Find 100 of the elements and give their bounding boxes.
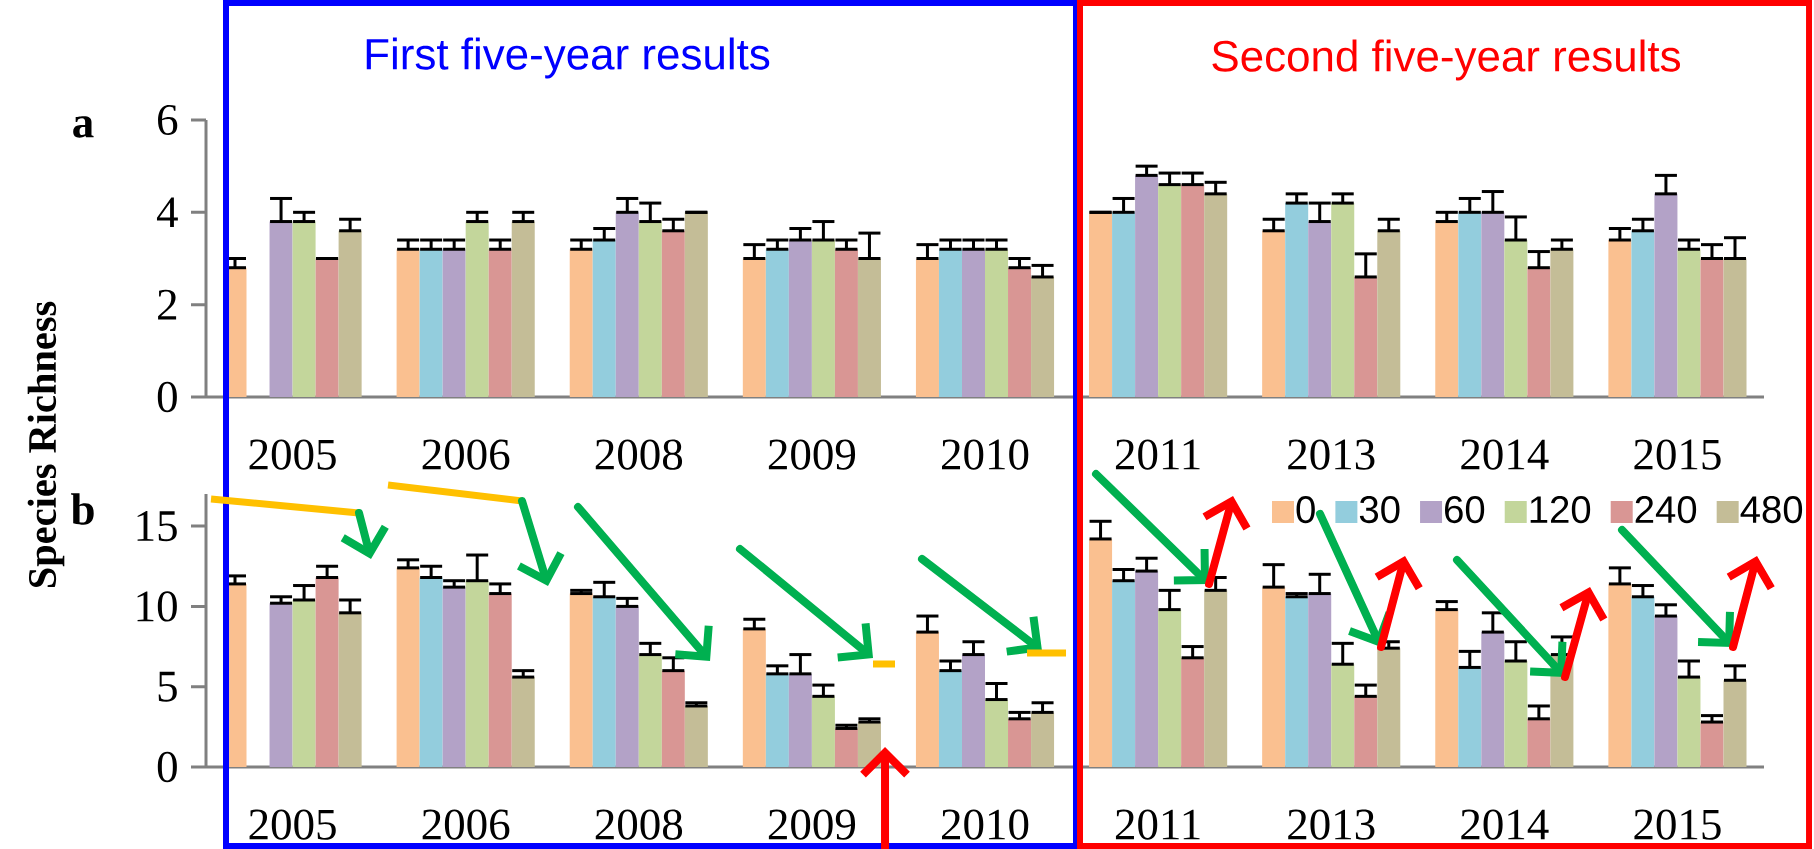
- bar: [1608, 583, 1632, 767]
- x-tick-label: 2013: [1288, 439, 1375, 470]
- bar: [1700, 258, 1724, 397]
- bar: [961, 249, 985, 397]
- x-tick-label: 2015: [1634, 439, 1721, 470]
- x-tick-label: 2005: [249, 809, 336, 840]
- legend-label: 480: [1740, 496, 1803, 524]
- bar: [1527, 718, 1551, 767]
- bar: [811, 240, 835, 397]
- bar: [1700, 722, 1724, 767]
- bar: [1031, 712, 1055, 767]
- bar: [1135, 175, 1159, 397]
- bar: [615, 606, 639, 767]
- bar: [1112, 212, 1136, 397]
- bar: [511, 677, 535, 767]
- legend-label: 120: [1530, 496, 1591, 524]
- bar: [1377, 230, 1401, 397]
- y-tick-label: 5: [158, 671, 177, 702]
- x-tick-label: 2006: [422, 809, 510, 840]
- x-tick-label: 2013: [1288, 809, 1375, 840]
- x-tick-label: 2014: [1461, 809, 1549, 840]
- bar: [938, 249, 962, 397]
- bar: [742, 258, 766, 397]
- bar: [1550, 249, 1574, 397]
- x-tick-label: 2009: [768, 809, 856, 840]
- y-tick-label: 0: [157, 381, 177, 413]
- bar: [1458, 212, 1482, 397]
- bar: [985, 249, 1009, 397]
- y-tick-label: 2: [158, 289, 177, 320]
- bar: [811, 696, 835, 767]
- legend-label: 240: [1635, 496, 1697, 524]
- bar: [442, 249, 466, 397]
- bar: [661, 230, 685, 397]
- chart-title: a: [73, 116, 94, 138]
- bar: [1008, 718, 1032, 767]
- bar: [315, 258, 339, 397]
- y-axis-title: Species Richness: [27, 301, 65, 588]
- bar: [1262, 587, 1286, 767]
- bar: [338, 230, 362, 397]
- text: First five-year results: [366, 37, 770, 79]
- legend-label: 60: [1445, 496, 1485, 524]
- bar: [1135, 571, 1159, 767]
- bar: [1262, 230, 1286, 397]
- bar: [396, 567, 420, 767]
- bar: [465, 221, 489, 397]
- bar: [488, 249, 512, 397]
- y-tick-label: 6: [158, 104, 178, 136]
- bar: [661, 670, 685, 767]
- x-tick-label: 2008: [595, 809, 683, 840]
- bar: [961, 654, 985, 767]
- y-tick-label: 0: [157, 751, 177, 783]
- bar: [1677, 677, 1701, 767]
- bar: [1677, 249, 1701, 397]
- bar: [834, 249, 858, 397]
- bar: [1435, 221, 1459, 397]
- bar: [1654, 616, 1678, 767]
- bar: [396, 249, 420, 397]
- x-tick-label: 2015: [1634, 809, 1721, 840]
- bar: [1481, 212, 1505, 397]
- x-tick-label: 2010: [942, 439, 1029, 470]
- bar: [788, 673, 812, 767]
- bar: [638, 221, 662, 397]
- bar: [1723, 680, 1747, 767]
- bar: [915, 632, 939, 767]
- bar: [1089, 212, 1113, 397]
- bar: [788, 240, 812, 397]
- bar: [1031, 276, 1055, 397]
- bar: [488, 593, 512, 767]
- bar: [269, 221, 293, 397]
- bar: [938, 670, 962, 767]
- bar: [1435, 609, 1459, 767]
- bar: [1608, 240, 1632, 397]
- bar: [915, 258, 939, 397]
- bar: [1631, 230, 1655, 397]
- legend-label: 30: [1359, 496, 1400, 524]
- bar: [985, 699, 1009, 767]
- bar: [1481, 632, 1505, 767]
- y-tick-label: 10: [137, 591, 177, 622]
- text: Second five-year results: [1212, 39, 1680, 81]
- bar: [592, 596, 616, 767]
- x-tick-label: 2009: [768, 439, 856, 470]
- bar: [1112, 580, 1136, 767]
- x-tick-label: 2006: [422, 439, 510, 470]
- bar: [1631, 596, 1655, 767]
- bar: [684, 705, 708, 767]
- bar: [1181, 657, 1205, 767]
- bar: [569, 593, 593, 767]
- legend-label: 0: [1296, 496, 1315, 524]
- bar: [615, 212, 639, 397]
- bar: [1504, 240, 1528, 397]
- chart-title: b: [71, 493, 94, 525]
- y-tick-label: 15: [137, 511, 177, 542]
- bar: [1331, 664, 1355, 767]
- bar: [1654, 193, 1678, 397]
- bar: [1285, 203, 1309, 397]
- bar: [419, 577, 443, 767]
- bar: [1158, 184, 1182, 397]
- bar: [1354, 276, 1378, 397]
- y-tick-label: 4: [156, 197, 178, 228]
- bar: [1331, 203, 1355, 397]
